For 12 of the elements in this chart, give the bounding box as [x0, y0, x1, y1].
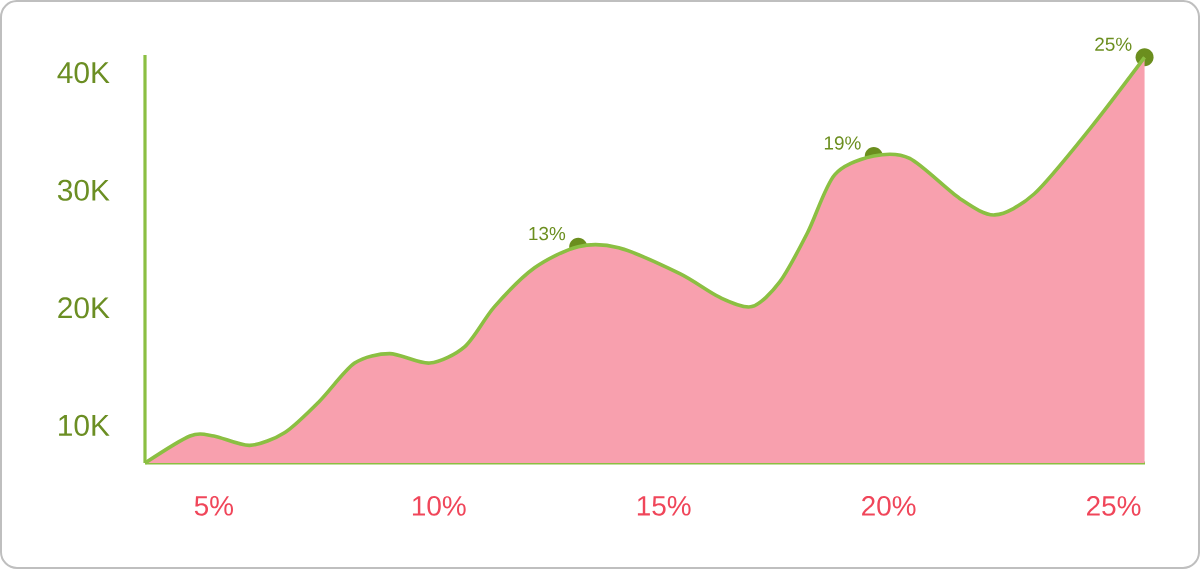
x-tick-label: 25%: [1087, 496, 1141, 516]
y-tick-label: 10K: [59, 414, 110, 436]
x-tick-label: 20%: [862, 496, 916, 516]
x-tick-label: 10%: [412, 496, 466, 516]
annotation: 19%: [824, 136, 861, 150]
annotation: 25%: [1095, 37, 1132, 51]
x-tick-label: 5%: [194, 496, 233, 516]
y-tick-label: 30K: [57, 179, 110, 201]
annotation: 13%: [529, 226, 566, 241]
y-tick-label: 20K: [58, 297, 110, 319]
y-tick-label: 40K: [57, 62, 110, 84]
x-tick-label: 15%: [637, 496, 691, 516]
